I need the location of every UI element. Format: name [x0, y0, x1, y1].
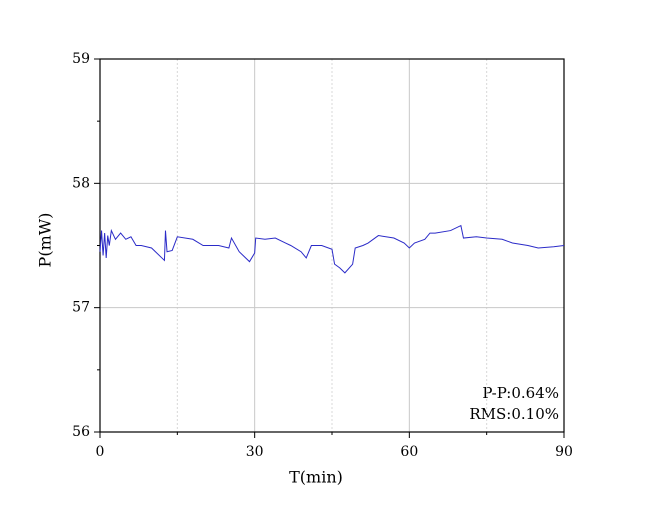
y-tick-label: 57	[72, 300, 90, 316]
x-tick-label: 60	[400, 444, 418, 460]
annotation: RMS:0.10%	[469, 405, 559, 423]
x-tick-label: 90	[555, 444, 573, 460]
y-tick-label: 56	[72, 424, 90, 440]
annotation: P-P:0.64%	[482, 384, 559, 402]
data-line	[99, 224, 565, 274]
x-tick-label: 0	[96, 444, 105, 460]
x-axis-label: T(min)	[289, 468, 343, 487]
y-tick-label: 58	[72, 175, 90, 191]
y-tick-label: 59	[72, 51, 90, 67]
y-axis-label: P(mW)	[36, 213, 55, 268]
x-tick-label: 30	[246, 444, 264, 460]
